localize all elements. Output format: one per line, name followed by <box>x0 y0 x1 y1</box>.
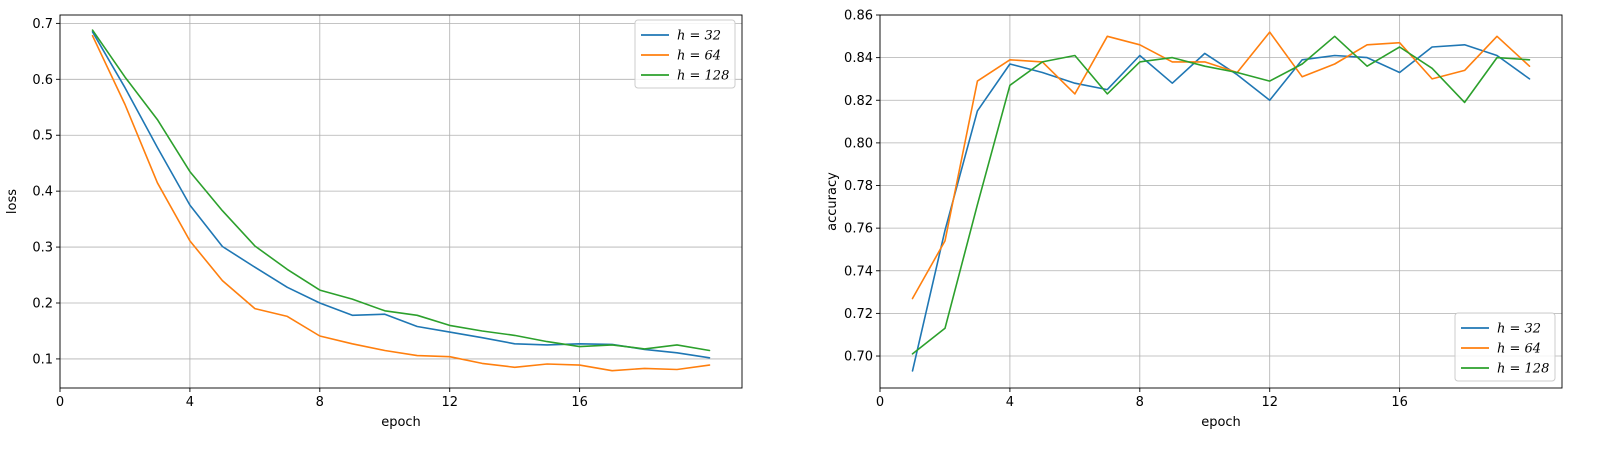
x-tick-label: 12 <box>1261 395 1278 410</box>
legend-label-2: h = 128 <box>677 69 729 84</box>
series-line-0 <box>91 30 711 359</box>
y-tick-label: 0.78 <box>844 179 873 194</box>
y-tick-label: 0.2 <box>32 296 53 311</box>
y-tick-label: 0.84 <box>844 51 873 66</box>
y-tick-label: 0.6 <box>32 73 53 88</box>
plot-area <box>60 15 742 388</box>
y-tick-label: 0.86 <box>844 9 873 24</box>
y-tick-label: 0.1 <box>32 352 53 367</box>
legend: h = 32 h = 64 h = 128 <box>634 19 736 89</box>
legend-label-0: h = 32 <box>677 29 721 44</box>
legend-label-1: h = 64 <box>677 49 721 64</box>
accuracy-chart: 0 4 8 12 16 0.70 0.72 0.74 0.76 0.78 0.80 0.82 0.84 0… <box>825 9 1563 430</box>
series-line-0 <box>911 43 1531 372</box>
loss-chart: 0 4 8 12 16 0.1 0.2 0.3 0.4 0.5 0.6 0.7 epoch loss h =… <box>5 14 743 430</box>
x-tick-label: 0 <box>876 395 884 410</box>
y-tick-label: 0.80 <box>844 136 873 151</box>
legend: h = 32 h = 64 h = 128 <box>1454 312 1556 382</box>
y-tick-label: 0.76 <box>844 222 873 237</box>
legend-box <box>1454 312 1556 382</box>
y-tick-label: 0.70 <box>844 350 873 365</box>
legend-label-0: h = 32 <box>1497 322 1541 337</box>
series-line-2 <box>91 29 711 352</box>
y-tick-label: 0.5 <box>32 129 53 144</box>
y-tick-label: 0.7 <box>32 17 53 32</box>
plot-area <box>880 15 1562 388</box>
x-tick-label: 16 <box>571 395 588 410</box>
axes-frame <box>879 14 1563 389</box>
y-axis-label: accuracy <box>825 172 840 231</box>
x-tick-label: 0 <box>56 395 64 410</box>
x-axis-label: epoch <box>1201 415 1241 430</box>
legend-label-1: h = 64 <box>1497 342 1541 357</box>
y-tick-label: 0.74 <box>844 264 873 279</box>
x-tick-label: 4 <box>1006 395 1014 410</box>
x-tick-label: 8 <box>316 395 324 410</box>
x-tick-label: 16 <box>1391 395 1408 410</box>
y-tick-label: 0.3 <box>32 241 53 256</box>
x-tick-label: 4 <box>186 395 194 410</box>
legend-label-2: h = 128 <box>1497 362 1549 377</box>
x-tick-label: 12 <box>441 395 458 410</box>
x-axis-label: epoch <box>381 415 421 430</box>
y-tick-label: 0.72 <box>844 307 873 322</box>
legend-box <box>634 19 736 89</box>
y-tick-label: 0.82 <box>844 94 873 109</box>
y-tick-label: 0.4 <box>32 185 53 200</box>
series-line-1 <box>911 31 1531 300</box>
series-line-2 <box>911 35 1531 355</box>
series-line-1 <box>91 34 711 372</box>
x-tick-label: 8 <box>1136 395 1144 410</box>
y-axis-label: loss <box>5 189 20 214</box>
axes-frame <box>59 14 743 389</box>
